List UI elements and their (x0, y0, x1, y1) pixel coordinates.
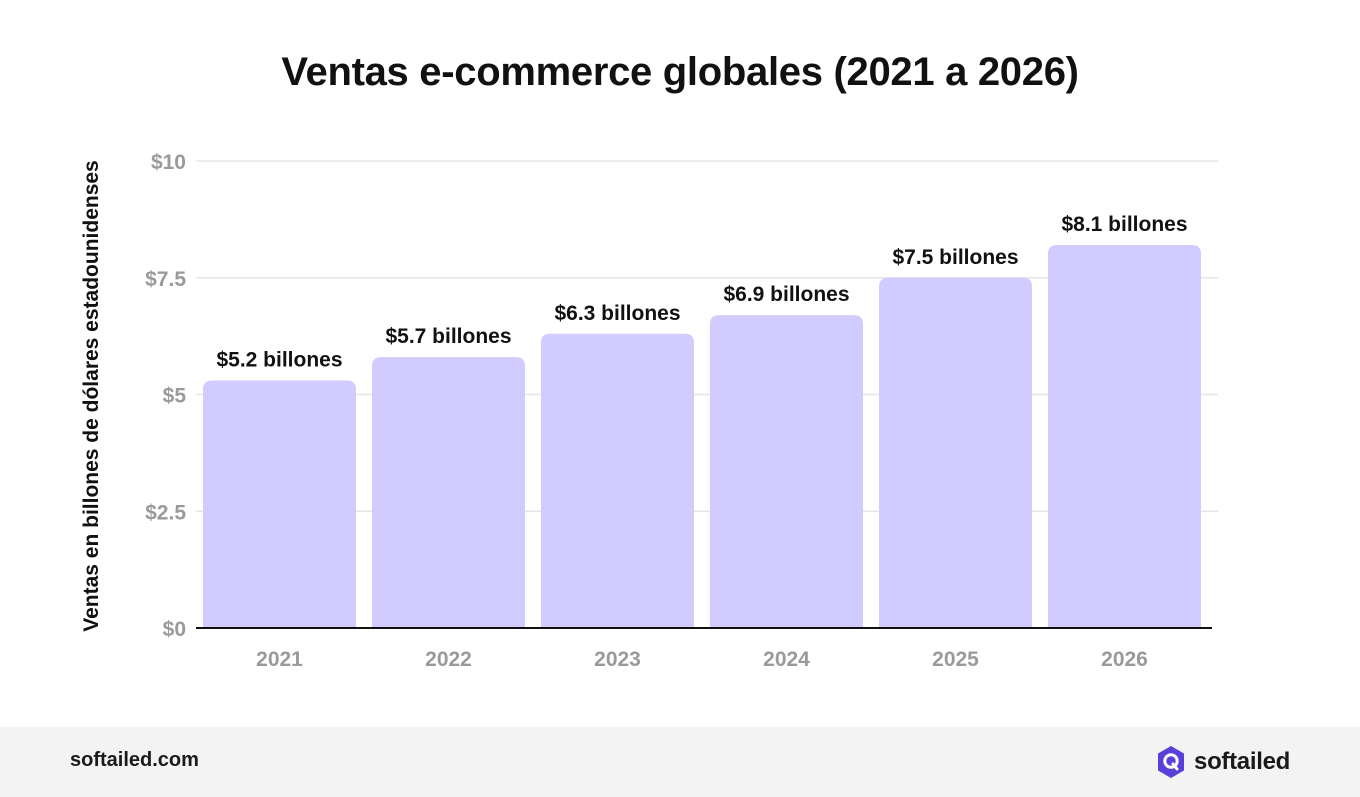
x-tick-label: 2026 (1101, 648, 1148, 671)
y-tick-label: $5 (163, 385, 187, 408)
x-tick-label: 2021 (256, 648, 303, 671)
y-tick-label: $0 (163, 618, 186, 641)
bar-chart: $0 $2.5 $5 $7.5 $10 Ventas en billones de dól… (80, 151, 1218, 671)
data-label: $8.1 billones (1061, 213, 1187, 236)
footer: softailed.com softailed (0, 727, 1360, 797)
softailed-logo-icon (1158, 746, 1185, 778)
y-tick-label: $2.5 (145, 501, 186, 524)
x-tick-label: 2022 (425, 648, 472, 671)
brand[interactable]: softailed (1156, 744, 1290, 780)
chart-title: Ventas e-commerce globales (2021 a 2026) (281, 50, 1079, 94)
bar-2026 (1048, 245, 1201, 628)
bar-2025 (879, 277, 1032, 628)
bar-2024 (710, 315, 863, 628)
x-tick-label: 2025 (932, 648, 979, 671)
site-url[interactable]: softailed.com (70, 749, 199, 771)
y-tick-label: $10 (151, 151, 186, 174)
bar-2022 (372, 357, 525, 628)
data-label: $6.9 billones (723, 283, 849, 306)
data-label: $5.7 billones (385, 325, 511, 348)
brand-name: softailed (1194, 748, 1290, 775)
data-label: $6.3 billones (554, 302, 680, 325)
data-label: $5.2 billones (216, 348, 342, 371)
bar-2023 (541, 333, 694, 628)
data-label: $7.5 billones (892, 246, 1018, 269)
x-tick-label: 2024 (763, 648, 810, 671)
y-axis-label: Ventas en billones de dólares estadounid… (80, 160, 103, 632)
y-tick-label: $7.5 (145, 268, 186, 291)
x-tick-label: 2023 (594, 648, 641, 671)
bar-2021 (203, 380, 356, 628)
